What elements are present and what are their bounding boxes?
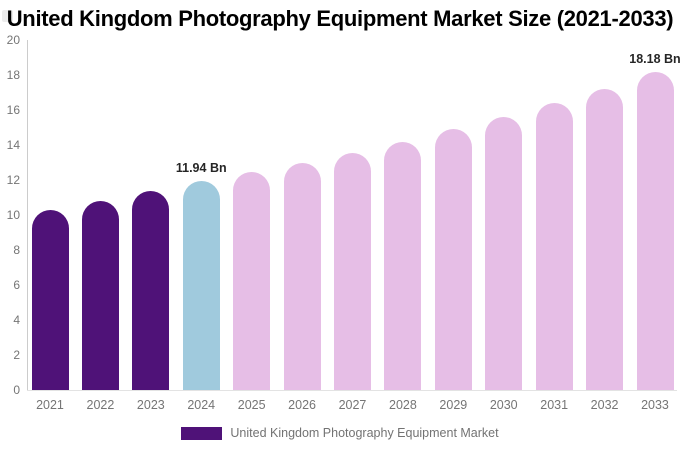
x-category-label-2031: 2031 <box>540 398 569 412</box>
legend-swatch <box>181 427 223 440</box>
x-category-label-2026: 2026 <box>288 398 316 412</box>
x-category-label-2028: 2028 <box>389 398 417 412</box>
x-category-label-2022: 2022 <box>86 398 115 412</box>
y-tick-label: 16 <box>6 103 20 117</box>
x-category-label-2023: 2023 <box>136 398 165 412</box>
value-annotation-2033: 18.18 Bn <box>629 51 680 66</box>
x-category-label-2021: 2021 <box>36 398 64 412</box>
bar-2033 <box>636 71 674 390</box>
y-tick-label: 0 <box>13 383 20 397</box>
y-tick-label: 14 <box>6 138 20 152</box>
x-category-label-2024: 2024 <box>187 398 216 412</box>
x-category-label-2027: 2027 <box>338 398 367 412</box>
bar-2025 <box>233 172 271 390</box>
bar-2021 <box>31 209 69 390</box>
y-tick-label: 20 <box>6 33 20 47</box>
value-annotation-2024: 11.94 Bn <box>175 161 227 176</box>
corner-artifact <box>2 10 13 22</box>
bar-2024 <box>182 181 220 390</box>
y-tick-label: 4 <box>13 313 20 327</box>
x-category-label-2025: 2025 <box>237 398 266 412</box>
bar-2028 <box>384 141 422 390</box>
x-category-label-2030: 2030 <box>489 398 518 412</box>
x-category-label-2033: 2033 <box>641 398 669 412</box>
bar-2029 <box>434 129 472 390</box>
chart-legend: United Kingdom Photography Equipment Mar… <box>0 426 680 441</box>
y-tick-label: 12 <box>6 173 20 187</box>
bar-2023 <box>132 191 170 390</box>
bar-2026 <box>283 163 321 390</box>
y-tick-label: 8 <box>13 243 20 257</box>
bar-2031 <box>535 103 573 390</box>
x-baseline <box>27 390 677 391</box>
legend-label: United Kingdom Photography Equipment Mar… <box>230 426 499 440</box>
y-tick-label: 2 <box>13 348 20 362</box>
bar-2022 <box>81 201 119 390</box>
x-category-label-2029: 2029 <box>439 398 468 412</box>
bar-2030 <box>485 117 523 390</box>
y-tick-label: 18 <box>6 68 20 82</box>
y-axis-line <box>27 40 28 390</box>
chart-title: United Kingdom Photography Equipment Mar… <box>6 6 674 31</box>
x-category-label-2032: 2032 <box>590 398 619 412</box>
y-tick-label: 6 <box>13 278 20 292</box>
bar-2027 <box>334 152 371 390</box>
bar-2032 <box>586 89 624 390</box>
y-tick-label: 10 <box>6 208 20 222</box>
